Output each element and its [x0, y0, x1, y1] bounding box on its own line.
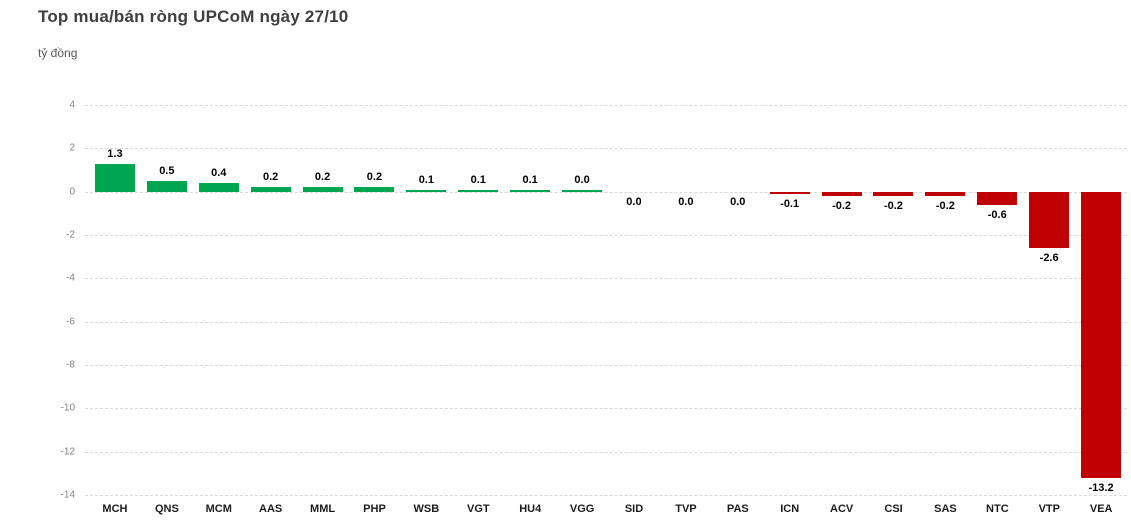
y-tick-label: -4 — [66, 272, 75, 284]
y-tick-label: -8 — [66, 359, 75, 371]
bar-value-label: 0.4 — [211, 167, 227, 179]
bar-sas — [925, 191, 966, 196]
bar-value-label: -0.2 — [832, 200, 852, 212]
bar-value-label: 0.1 — [522, 173, 538, 186]
gridline — [85, 451, 1127, 453]
bar-qns — [146, 180, 187, 192]
gridline — [85, 235, 1127, 236]
y-tick-label: 4 — [69, 99, 75, 111]
x-tick-label-icn: ICN — [780, 503, 800, 515]
bar-value-label: 0.1 — [470, 173, 486, 186]
x-tick-label-wsb: WSB — [413, 503, 440, 515]
x-axis: MCH QNS MCM AAS MML PHP WSB VGT HU4 VGG SID TVP PAS I… — [89, 503, 1127, 519]
bar-value-label: -0.6 — [987, 208, 1007, 221]
bar-vgt — [458, 189, 499, 192]
x-tick-label-php: PHP — [363, 503, 386, 515]
x-tick-label-mml: MML — [310, 503, 336, 515]
bar-mml — [302, 187, 343, 192]
x-tick-label-sid: SID — [624, 503, 644, 515]
bar-value-label: -13.2 — [1088, 481, 1114, 494]
y-tick-label: -6 — [66, 316, 75, 328]
y-tick-label: -14 — [60, 489, 75, 501]
gridline — [85, 191, 1127, 193]
unit-label: tỷ đồng — [38, 46, 78, 60]
bar-ntc — [977, 191, 1018, 205]
bar-value-label: 0.0 — [574, 174, 590, 187]
bar-vgg — [562, 190, 603, 192]
bar-value-label: -0.2 — [935, 200, 955, 212]
bar-value-label: 0.0 — [626, 195, 642, 208]
bar-value-label: -0.1 — [780, 197, 800, 210]
x-tick-label-vea: VEA — [1089, 503, 1113, 515]
x-tick-label-csi: CSI — [884, 503, 903, 515]
y-axis: 4 2 0 -2 -4 -6 -8 -10 -12 -14 — [0, 100, 78, 501]
bar-value-label: 0.2 — [366, 171, 383, 184]
x-tick-label-vgt: VGT — [466, 503, 490, 515]
x-tick-label-tvp: TVP — [675, 503, 697, 515]
chart-title: Top mua/bán ròng UPCoM ngày 27/10 — [38, 7, 349, 26]
bar-value-label: -0.2 — [883, 200, 903, 212]
bar-php — [354, 187, 395, 192]
x-tick-label-aas: AAS — [259, 503, 283, 515]
x-tick-label-pas: PAS — [726, 503, 749, 515]
x-tick-label-hu4: HU4 — [519, 503, 542, 515]
bar-csi — [873, 191, 914, 196]
bar-hu4 — [510, 189, 551, 192]
bar-value-label: 0.0 — [730, 195, 746, 208]
bar-value-label: 1.3 — [107, 147, 123, 160]
y-tick-label: -12 — [60, 446, 75, 458]
bar-mcm — [198, 183, 239, 192]
gridline — [85, 408, 1127, 410]
bar-value-label: 0.0 — [678, 195, 694, 208]
bar-value-label: 0.1 — [418, 173, 434, 186]
bar-acv — [821, 191, 862, 196]
bar-value-label: 0.2 — [262, 171, 279, 184]
bar-value-label: 0.2 — [314, 171, 331, 184]
x-tick-label-qns: QNS — [154, 503, 179, 515]
x-tick-label-ntc: NTC — [986, 503, 1009, 515]
x-tick-label-sas: SAS — [934, 503, 957, 515]
bar-aas — [250, 187, 291, 192]
plot-area: 1.3 0.5 0.4 0.2 0.2 0.2 0.1 0.1 0.1 0.0 0.0 0.0 0.0 -… — [85, 105, 1127, 496]
x-tick-label-vgg: VGG — [569, 503, 595, 515]
gridline — [85, 105, 1127, 106]
bar-value-label: -2.6 — [1039, 252, 1059, 264]
gridline — [85, 495, 1127, 496]
y-tick-label: -10 — [60, 402, 75, 414]
bar-vea — [1081, 191, 1122, 478]
x-tick-label-vtp: VTP — [1038, 503, 1060, 515]
gridline — [85, 278, 1127, 280]
bar-mch — [94, 163, 135, 192]
bar-icn — [769, 191, 810, 194]
y-tick-label: -2 — [66, 229, 75, 241]
y-tick-label: 0 — [69, 186, 75, 198]
bar-value-label: 0.5 — [159, 164, 175, 177]
y-tick-label: 2 — [69, 142, 75, 154]
bar-vtp — [1029, 191, 1070, 248]
x-tick-label-mcm: MCM — [205, 503, 232, 515]
gridline — [85, 321, 1127, 323]
gridline — [85, 148, 1127, 150]
x-tick-label-acv: ACV — [830, 503, 854, 515]
bar-wsb — [406, 189, 447, 192]
x-tick-label-mch: MCH — [102, 503, 128, 515]
gridline — [85, 365, 1127, 366]
